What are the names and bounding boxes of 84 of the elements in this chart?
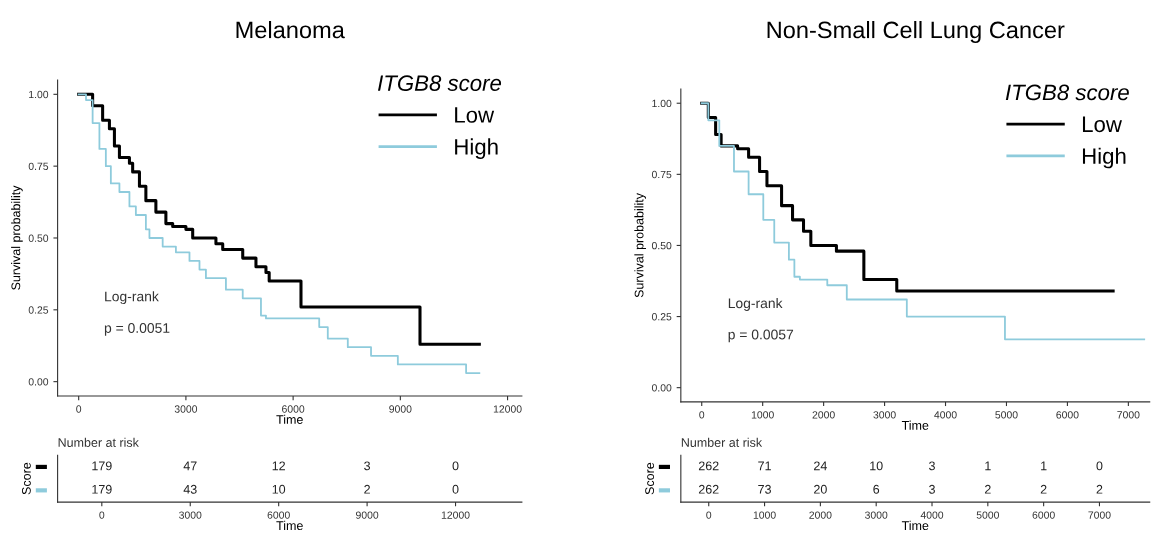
y-tick-label: 0.75	[28, 162, 49, 171]
x-tick-label: 0	[699, 411, 705, 419]
x-tick-label: 12000	[493, 405, 522, 413]
y-axis-title: Survival probability	[11, 185, 23, 290]
x-tick-label: 6000	[282, 405, 305, 413]
chart-title: Melanoma	[236, 20, 345, 39]
data-label: 1	[985, 461, 991, 471]
legend-label: High	[1082, 147, 1126, 169]
y-tick-label: 1.00	[29, 90, 49, 99]
data-label: 0	[452, 461, 459, 471]
data-label: 10	[272, 484, 286, 494]
legend-label: High	[455, 138, 498, 160]
x-tick-label: 9000	[356, 511, 379, 519]
data-label: 2	[364, 484, 370, 494]
x-tick-label: 1000	[751, 411, 774, 419]
data-label: 10	[870, 461, 883, 471]
data-label: 6	[873, 484, 880, 494]
x-tick-label: 3000	[179, 511, 202, 519]
x-axis-title: Time	[276, 520, 303, 531]
y-tick-label: 0.75	[651, 170, 672, 179]
x-tick-label: 0	[99, 511, 105, 519]
x-axis-title: Time	[276, 414, 303, 424]
data-label: 71	[758, 461, 771, 471]
x-tick-label: 3000	[873, 411, 896, 419]
legend-label: Low	[1082, 116, 1122, 133]
chart-title: Number at risk	[58, 437, 139, 447]
data-label: 2	[984, 484, 991, 494]
data-label: 73	[758, 484, 771, 494]
y-axis-title: Score	[21, 462, 31, 495]
data-label: 262	[698, 461, 719, 471]
data-label: 179	[92, 461, 112, 471]
x-tick-label: 6000	[1032, 511, 1055, 519]
x-tick-label: 2000	[812, 411, 835, 419]
x-axis-title: Time	[901, 420, 929, 430]
x-tick-label: 6000	[267, 511, 290, 519]
x-tick-label: 1000	[753, 511, 776, 519]
x-tick-label: 0	[76, 405, 82, 413]
chart-title: Number at risk	[681, 437, 763, 447]
x-tick-label: 5000	[995, 411, 1018, 419]
y-tick-label: 1.00	[652, 99, 672, 108]
x-axis-title: Time	[901, 520, 929, 531]
data-label: 179	[92, 484, 112, 494]
y-axis-title: Survival probability	[634, 193, 646, 298]
data-label: 43	[183, 484, 197, 494]
x-tick-label: 7000	[1117, 411, 1140, 419]
x-tick-label: 4000	[920, 511, 944, 519]
y-tick-label: 0.50	[651, 241, 672, 250]
data-label: 2	[1096, 484, 1103, 494]
legend-label: Low	[455, 107, 495, 123]
legend-title: ITGB8 score	[378, 75, 502, 91]
data-label: 47	[183, 461, 197, 471]
y-tick-label: 0.00	[28, 378, 49, 386]
x-tick-label: 9000	[389, 405, 412, 413]
x-tick-label: 7000	[1088, 511, 1111, 519]
data-label: 12	[272, 461, 285, 471]
legend-title: ITGB8 score	[1005, 84, 1129, 101]
annotation: Log-rank	[105, 291, 159, 305]
y-axis-title: Score	[645, 462, 655, 495]
y-tick-label: 0.00	[651, 384, 672, 392]
x-tick-label: 4000	[934, 411, 957, 419]
data-label: 1	[1041, 461, 1047, 471]
data-label: 24	[814, 461, 827, 471]
x-tick-label: 0	[706, 511, 712, 519]
chart-title: Non-Small Cell Lung Cancer	[767, 20, 1065, 43]
annotation: p = 0.0051	[104, 323, 170, 336]
data-label: 20	[814, 484, 827, 494]
data-label: 262	[698, 484, 719, 494]
data-label: 2	[1040, 484, 1047, 494]
data-label: 3	[364, 461, 371, 471]
x-tick-label: 3000	[865, 511, 888, 519]
data-label: 3	[929, 484, 935, 494]
y-tick-label: 0.25	[651, 313, 672, 321]
annotation: p = 0.0057	[728, 329, 794, 343]
y-tick-label: 0.50	[28, 234, 49, 242]
data-label: 3	[929, 461, 935, 471]
x-tick-label: 3000	[174, 405, 198, 413]
data-label: 0	[1096, 461, 1103, 471]
x-tick-label: 6000	[1056, 411, 1079, 419]
x-tick-label: 5000	[976, 511, 1000, 519]
data-label: 0	[452, 484, 459, 494]
y-tick-label: 0.25	[28, 306, 49, 314]
x-tick-label: 12000	[441, 511, 470, 519]
annotation: Log-rank	[728, 297, 783, 311]
x-tick-label: 2000	[809, 511, 832, 519]
